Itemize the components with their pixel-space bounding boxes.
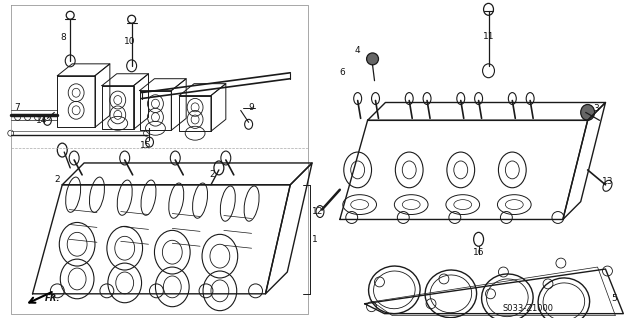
Text: FR.: FR. [44,294,60,303]
Text: 12: 12 [312,207,323,216]
Text: 2: 2 [54,175,60,184]
Text: 2: 2 [209,170,214,179]
Ellipse shape [367,53,378,65]
Ellipse shape [580,105,595,120]
Text: 16: 16 [473,248,484,257]
Text: 8: 8 [60,33,66,41]
Text: 7: 7 [15,103,20,112]
Text: 15: 15 [140,141,151,150]
Text: 11: 11 [483,32,494,41]
Text: 4: 4 [355,47,360,56]
Text: 14: 14 [35,116,47,125]
Text: S033-Z1000: S033-Z1000 [502,304,554,313]
Text: 1: 1 [312,235,318,244]
Text: 6: 6 [340,68,346,77]
Text: 3: 3 [593,104,599,113]
Text: 10: 10 [124,37,135,46]
Text: 9: 9 [248,103,254,112]
Text: 13: 13 [602,177,613,186]
Text: 5: 5 [611,294,617,303]
